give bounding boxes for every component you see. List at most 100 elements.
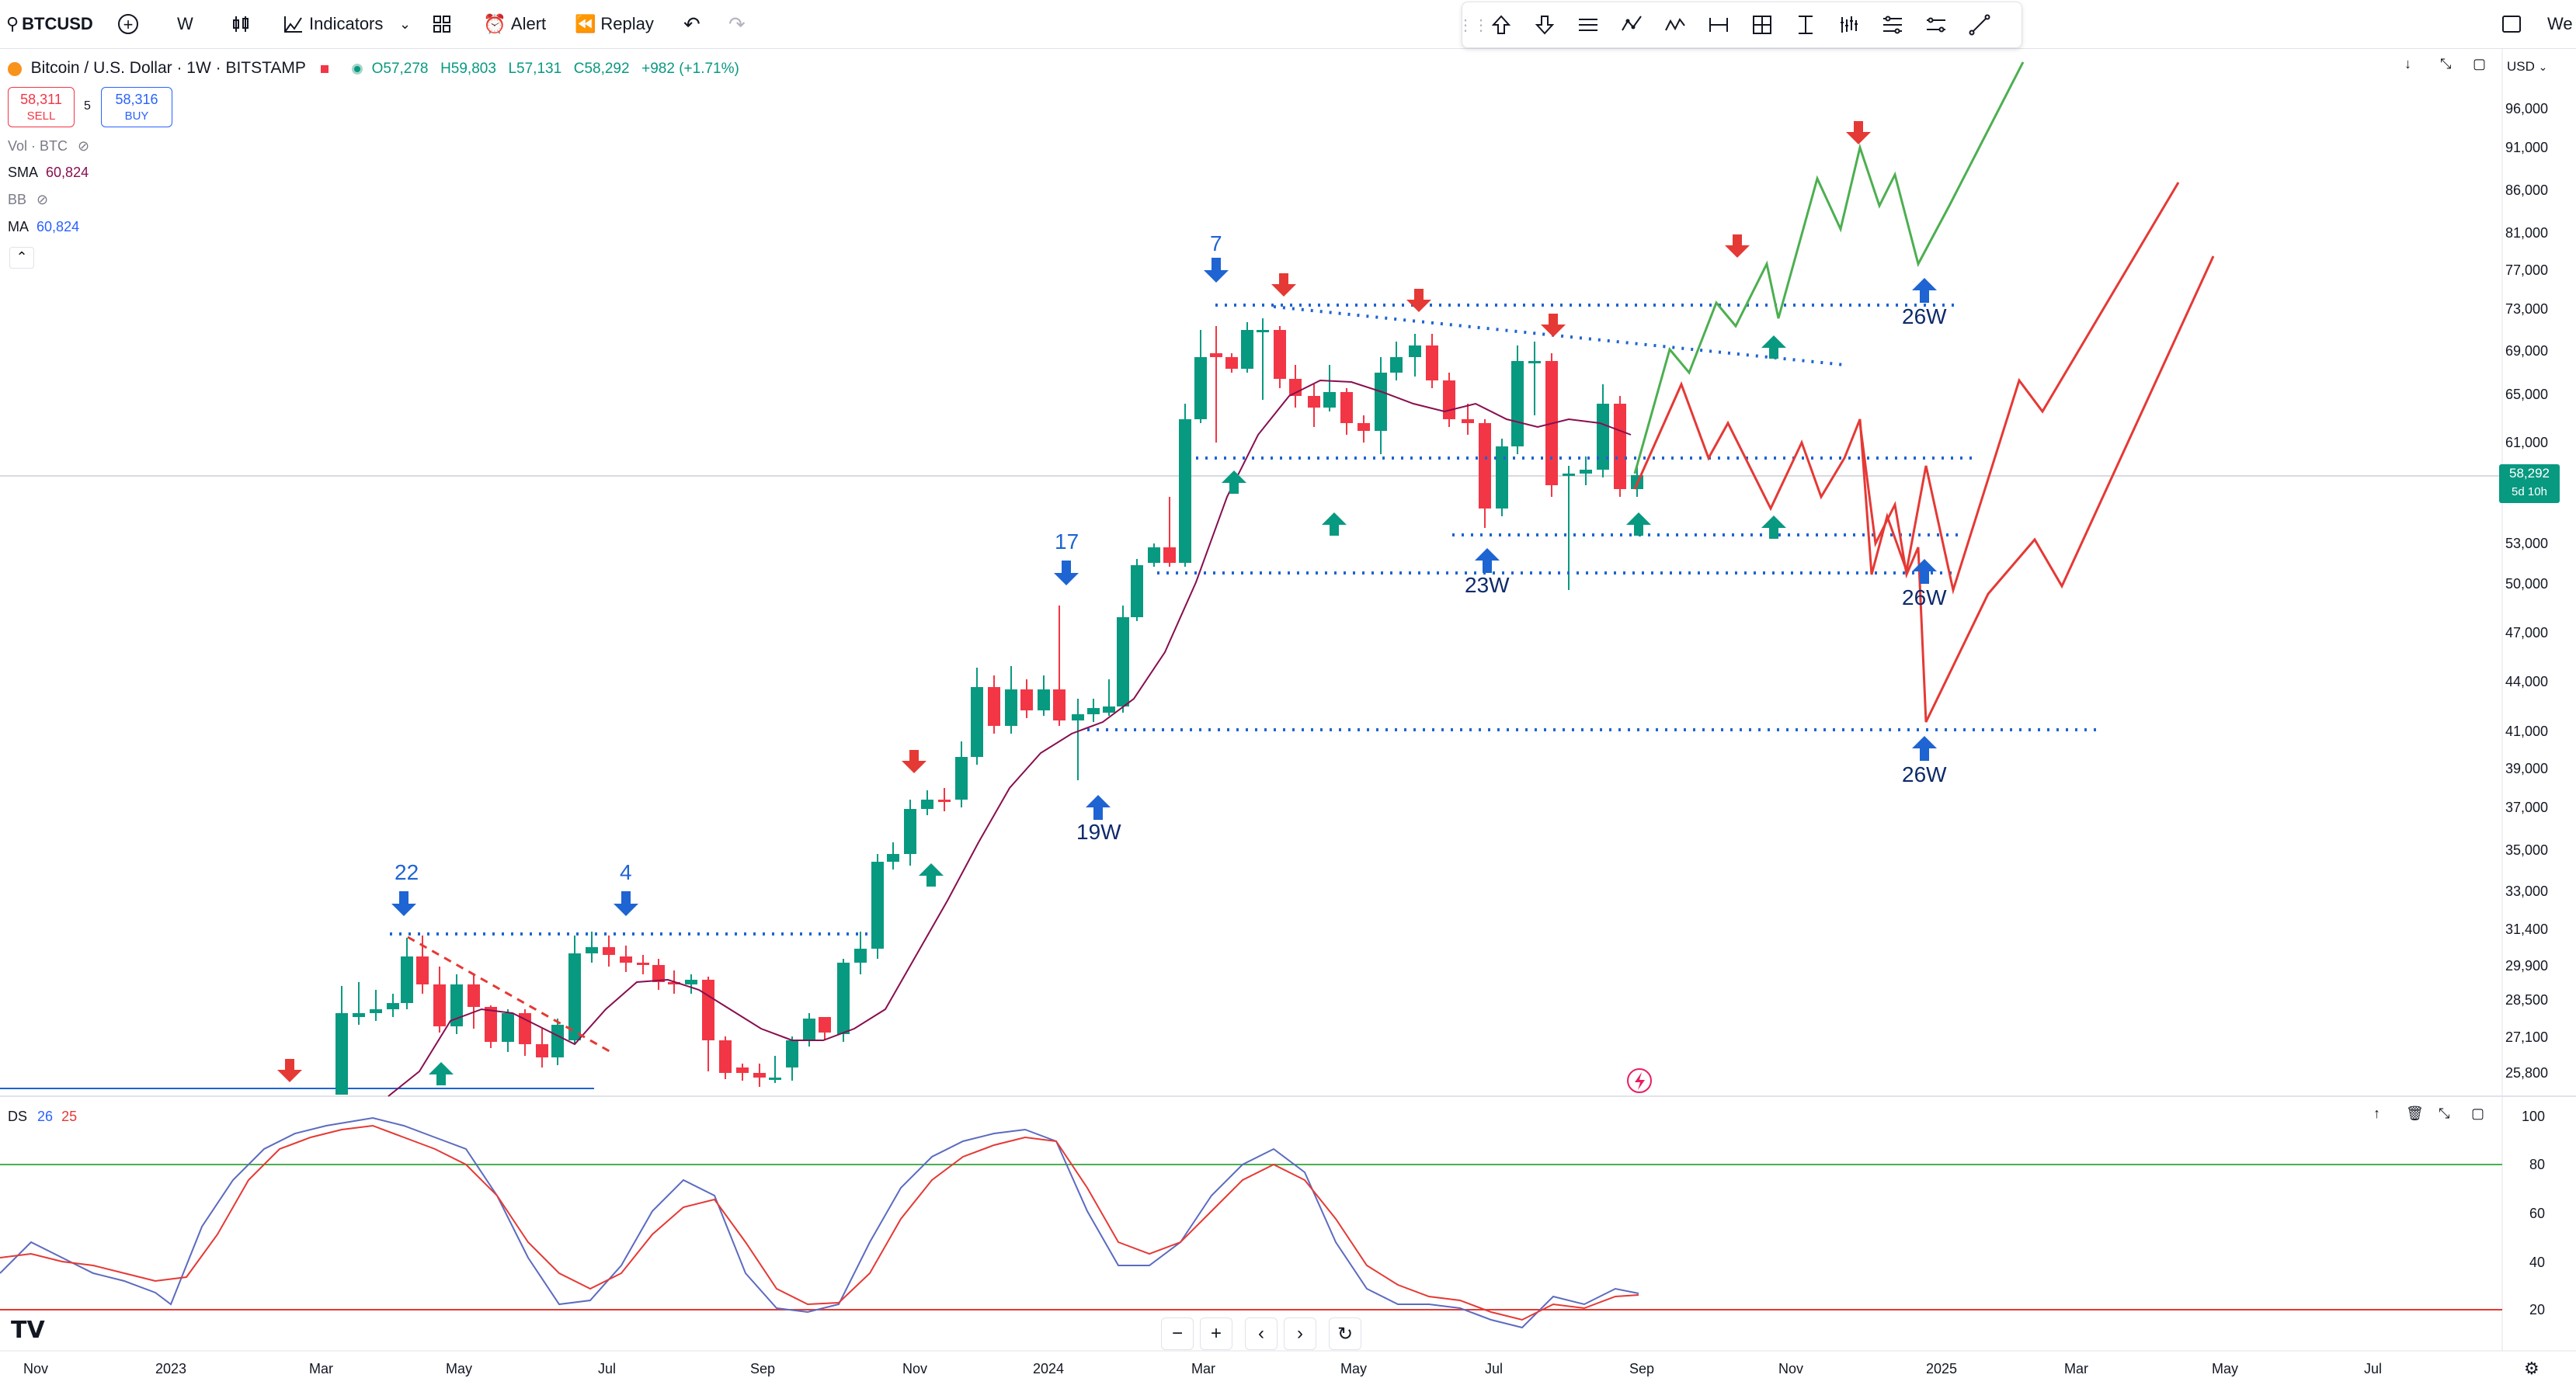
osc-maximize-button[interactable]: ▢ bbox=[2471, 1106, 2484, 1122]
count-label-4: 4 bbox=[620, 860, 632, 884]
alarm-clock-icon: ⏰ bbox=[483, 13, 506, 35]
candle-body bbox=[1020, 689, 1033, 710]
interval-button[interactable]: W bbox=[177, 8, 193, 40]
layout-button[interactable] bbox=[432, 8, 452, 40]
zoom-in-button[interactable]: + bbox=[1200, 1317, 1232, 1350]
pane-down-button[interactable]: ↓ bbox=[2404, 56, 2411, 72]
eye-hidden-icon[interactable]: ⊘ bbox=[78, 138, 90, 154]
fib-channel-icon[interactable] bbox=[1919, 9, 1953, 41]
pane-collapse-button[interactable]: ⤡ bbox=[2440, 56, 2451, 72]
pane-maximize-button[interactable]: ▢ bbox=[2473, 56, 2486, 72]
indicator-ma[interactable]: MA 60,824 bbox=[8, 219, 79, 235]
redo-button[interactable]: ↷ bbox=[728, 8, 746, 40]
candle-body bbox=[988, 687, 1000, 726]
maximize-icon: ▢ bbox=[2473, 56, 2487, 71]
tradingview-logo-icon[interactable]: 𝗧𝗩 bbox=[11, 1317, 45, 1343]
osc-param-1: 26 bbox=[37, 1109, 54, 1124]
chart-settings-button[interactable]: ⚙ bbox=[2524, 1359, 2539, 1379]
live-status-icon bbox=[352, 63, 363, 75]
bb-label: BB bbox=[8, 192, 27, 207]
trend-line-icon[interactable] bbox=[1962, 9, 1997, 41]
time-tick-label: Jul bbox=[1485, 1361, 1504, 1376]
candle-body bbox=[536, 1044, 548, 1057]
price-tick-label: 69,000 bbox=[2505, 343, 2548, 359]
teal-up-arrow-icon bbox=[1626, 512, 1651, 536]
arrow-down-icon: ↓ bbox=[2404, 56, 2411, 71]
zigzag-tool-icon[interactable] bbox=[1658, 9, 1692, 41]
candles-group bbox=[335, 318, 1643, 1095]
maximize-icon: ▢ bbox=[2471, 1106, 2485, 1121]
price-range-icon[interactable] bbox=[1789, 9, 1823, 41]
cycle-label-19w: 19W bbox=[1076, 820, 1121, 844]
candle-body bbox=[485, 1007, 497, 1042]
pattern-tool-icon[interactable] bbox=[1615, 9, 1649, 41]
date-range-icon[interactable] bbox=[1702, 9, 1736, 41]
cycle-label-26w-low: 26W bbox=[1902, 762, 1947, 786]
cycle-label-26w-mid: 26W bbox=[1902, 585, 1947, 609]
osc-tick-label: 40 bbox=[2529, 1255, 2545, 1270]
symbol-title[interactable]: Bitcoin / U.S. Dollar · 1W · BITSTAMP bbox=[30, 59, 306, 77]
candle-body bbox=[1005, 689, 1017, 726]
currency-select[interactable]: USD ⌄ bbox=[2507, 59, 2547, 75]
right-label-text: We bbox=[2547, 14, 2573, 33]
indicator-bb[interactable]: BB ⊘ bbox=[8, 192, 48, 208]
fullscreen-button[interactable] bbox=[2502, 8, 2521, 40]
candle-body bbox=[1148, 547, 1160, 563]
indicators-dropdown[interactable]: ⌄ bbox=[399, 8, 411, 40]
symbol-search[interactable]: ⚲ BTCUSD bbox=[6, 8, 93, 40]
chart-type-button[interactable] bbox=[230, 8, 252, 40]
reset-chart-button[interactable]: ↻ bbox=[1329, 1317, 1361, 1350]
candle-body bbox=[1479, 423, 1491, 509]
osc-blue-line bbox=[0, 1116, 1639, 1329]
date-price-range-icon[interactable] bbox=[1745, 9, 1779, 41]
osc-collapse-button[interactable]: ⤡ bbox=[2439, 1106, 2449, 1122]
indicator-vol[interactable]: Vol · BTC ⊘ bbox=[8, 138, 89, 154]
candle-body bbox=[786, 1040, 798, 1067]
alert-button[interactable]: ⏰ Alert bbox=[483, 8, 546, 40]
candle-body bbox=[416, 956, 429, 984]
oscillator-legend[interactable]: DS 26 25 bbox=[8, 1109, 77, 1125]
arrow-up-tool-icon[interactable] bbox=[1484, 9, 1518, 41]
candle-body bbox=[1426, 345, 1438, 380]
osc-move-up-button[interactable]: ↑ bbox=[2373, 1106, 2380, 1122]
time-tick-label: Mar bbox=[2064, 1361, 2088, 1376]
undo-button[interactable]: ↶ bbox=[683, 8, 700, 40]
chevron-down-icon: ⌄ bbox=[2538, 61, 2548, 73]
candles-icon bbox=[233, 16, 249, 32]
sell-button[interactable]: 58,311 SELL bbox=[8, 87, 75, 127]
compare-button[interactable]: + bbox=[118, 8, 138, 40]
price-tick-label: 37,000 bbox=[2505, 800, 2548, 815]
scroll-right-button[interactable]: › bbox=[1284, 1317, 1316, 1350]
candle-body bbox=[1496, 446, 1508, 509]
bars-pattern-icon[interactable] bbox=[1832, 9, 1866, 41]
time-tick-label: May bbox=[2212, 1361, 2239, 1376]
price-tick-label: 73,000 bbox=[2505, 301, 2548, 317]
horizontal-lines-icon[interactable] bbox=[1571, 9, 1605, 41]
teal-up-arrow-icon bbox=[429, 1062, 454, 1085]
price-tick-label: 39,000 bbox=[2505, 761, 2548, 776]
candle-body bbox=[1225, 357, 1238, 369]
replay-button[interactable]: ⏪ Replay bbox=[575, 8, 654, 40]
osc-delete-button[interactable]: 🗑 bbox=[2406, 1106, 2424, 1122]
buy-button[interactable]: 58,316 BUY bbox=[101, 87, 172, 127]
fib-retracement-icon[interactable] bbox=[1876, 9, 1910, 41]
candle-body bbox=[1131, 565, 1143, 617]
indicator-sma[interactable]: SMA 60,824 bbox=[8, 165, 89, 181]
scroll-left-button[interactable]: ‹ bbox=[1245, 1317, 1278, 1350]
undo-icon: ↶ bbox=[683, 12, 700, 36]
candle-body bbox=[871, 862, 884, 949]
arrow-down-tool-icon[interactable] bbox=[1528, 9, 1562, 41]
price-tick-label: 31,400 bbox=[2505, 922, 2548, 937]
candle-body bbox=[1308, 396, 1320, 408]
ohlc-change: +982 (+1.71%) bbox=[641, 61, 739, 77]
eye-hidden-icon[interactable]: ⊘ bbox=[37, 192, 49, 207]
price-tick-label: 41,000 bbox=[2505, 724, 2548, 739]
candle-body bbox=[887, 854, 899, 862]
candle-body bbox=[1087, 708, 1100, 714]
collapse-legend-button[interactable]: ⌃ bbox=[9, 247, 34, 269]
indicators-button[interactable]: Indicators bbox=[283, 8, 383, 40]
currency-label: USD bbox=[2507, 59, 2535, 74]
zoom-out-button[interactable]: − bbox=[1161, 1317, 1194, 1350]
lightning-event-icon[interactable] bbox=[1627, 1068, 1652, 1093]
